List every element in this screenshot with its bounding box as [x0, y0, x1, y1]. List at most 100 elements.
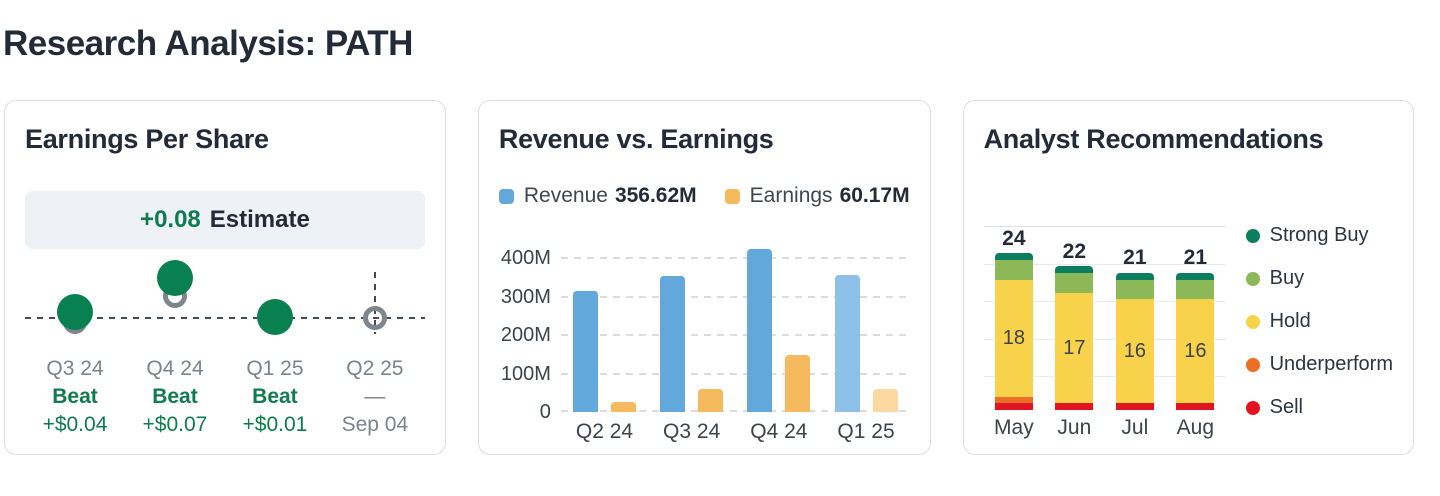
revenue-y-axis: 400M 300M 200M 100M 0 [499, 239, 561, 423]
page-title: Research Analysis: PATH [3, 24, 413, 63]
revenue-plot-row: 400M 300M 200M 100M 0 [499, 239, 910, 423]
eps-surprise-label: +$0.01 [242, 413, 308, 436]
eps-actual-dot-marker[interactable] [56, 294, 93, 330]
legend-item-strong-buy: Strong Buy [1245, 224, 1393, 246]
y-tick-label: 0 [539, 401, 551, 423]
analyst-stacked-bar[interactable]: 16 [1115, 273, 1154, 410]
x-tick-label: Q4 24 [750, 420, 808, 443]
analyst-column-aug: 21 16 [1165, 225, 1226, 410]
y-tick-label: 300M [500, 285, 551, 308]
segment-strong-buy [1176, 273, 1215, 280]
research-analysis-module: Research Analysis: PATH Earnings Per Sha… [0, 23, 1440, 455]
segment-sell [994, 403, 1033, 410]
bar-group-q1-25 [822, 239, 909, 412]
analyst-legend: Strong Buy Buy Hold Underperform Sell [1245, 224, 1393, 418]
gridline [560, 334, 910, 337]
legend-label: Sell [1269, 396, 1303, 418]
segment-hold [1115, 299, 1154, 403]
legend-item-underperform: Underperform [1245, 353, 1393, 375]
eps-estimate-baseline [25, 317, 425, 319]
segment-hold [994, 280, 1033, 397]
analyst-column-jul: 21 16 [1105, 225, 1166, 410]
strong-buy-dot-icon [1245, 228, 1260, 243]
revenue-earnings-legend: Revenue 356.62M Earnings 60.17M [498, 184, 910, 208]
eps-estimate-value: +0.08 [140, 206, 201, 233]
eps-columns: Q3 24 Beat +$0.04 Q4 24 Beat +$0.07 Q1 25 Beat +… [25, 256, 425, 438]
gridline [560, 410, 910, 412]
eps-quarter-label: Q2 25 [346, 357, 404, 380]
analyst-stacked-bar[interactable]: 16 [1176, 273, 1215, 410]
revenue-bar[interactable] [572, 291, 598, 412]
eps-card-title: Earnings Per Share [25, 124, 269, 154]
gridline [560, 372, 910, 375]
revenue-x-axis-labels: Q2 24 Q3 24 Q4 24 Q1 25 [561, 420, 910, 444]
eps-column-q1-25: Q1 25 Beat +$0.01 [225, 256, 325, 438]
eps-estimate-ring-marker[interactable] [362, 306, 387, 330]
eps-marker-zone [325, 256, 425, 348]
eps-status-label: — [364, 385, 386, 408]
eps-status-label: Beat [252, 385, 298, 408]
legend-label: Strong Buy [1269, 224, 1369, 246]
earnings-swatch [724, 188, 740, 204]
eps-surprise-label: +$0.07 [142, 413, 208, 436]
earnings-bar[interactable] [785, 355, 811, 412]
x-tick-label: Aug [1176, 416, 1215, 439]
eps-quarter-label: Q3 24 [46, 357, 104, 380]
eps-column-q4-24: Q4 24 Beat +$0.07 [125, 256, 225, 438]
gridline [983, 264, 1226, 265]
earnings-bar[interactable] [610, 402, 636, 412]
eps-quarter-label: Q4 24 [146, 357, 204, 380]
segment-buy [1115, 279, 1154, 299]
revenue-earnings-chart: 400M 300M 200M 100M 0 Q2 24 Q3 24 Q4 24 Q1 25 [499, 239, 910, 444]
legend-label: Underperform [1269, 353, 1393, 375]
earnings-legend-value: 60.17M [839, 184, 910, 207]
revenue-plot-area [560, 239, 910, 412]
eps-estimate-banner: +0.08 Estimate [25, 191, 425, 249]
eps-surprise-label: Sep 04 [341, 413, 409, 436]
revenue-bar[interactable] [660, 276, 686, 412]
analyst-stacked-bar[interactable]: 18 [994, 253, 1033, 410]
gridline [560, 295, 910, 298]
earnings-legend-label: Earnings [749, 184, 833, 207]
analyst-column-may: 24 18 [984, 225, 1045, 410]
segment-underperform [994, 396, 1033, 403]
revenue-legend-label: Revenue [523, 184, 608, 207]
earnings-bar[interactable] [698, 389, 724, 412]
revenue-swatch [498, 188, 514, 204]
segment-strong-buy [994, 253, 1033, 260]
eps-actual-dot-marker[interactable] [156, 260, 193, 296]
legend-label: Buy [1269, 267, 1305, 289]
bar-group-q4-24 [735, 239, 822, 412]
bar-group-q3-24 [648, 239, 735, 412]
revenue-earnings-card: Revenue vs. Earnings Revenue 356.62M Ear… [477, 100, 931, 455]
analyst-stacked-bar[interactable]: 17 [1055, 266, 1094, 410]
legend-item-buy: Buy [1245, 267, 1393, 289]
future-report-crosshair-line [373, 272, 376, 334]
segment-strong-buy [1115, 273, 1154, 280]
revenue-bar[interactable] [834, 275, 860, 412]
analyst-total-label: 21 [1123, 246, 1147, 269]
earnings-bar[interactable] [872, 389, 898, 412]
revenue-bar[interactable] [747, 249, 773, 412]
hold-count-label: 17 [1063, 337, 1086, 359]
analyst-total-label: 24 [1002, 227, 1026, 250]
segment-buy [1176, 279, 1215, 299]
eps-marker-zone [25, 256, 125, 348]
gridline [983, 301, 1226, 302]
eps-status-label: Beat [52, 385, 98, 408]
eps-marker-zone [125, 256, 225, 348]
segment-buy [1055, 273, 1094, 293]
analyst-card-title: Analyst Recommendations [983, 124, 1324, 154]
gridline [983, 226, 1226, 227]
eps-estimate-label: Estimate [209, 206, 310, 233]
hold-count-label: 16 [1184, 340, 1207, 362]
bar-group-q2-24 [561, 239, 648, 412]
legend-item-sell: Sell [1245, 396, 1393, 418]
analyst-recommendations-card: Analyst Recommendations 24 18 22 17 21 16 21 16… [962, 100, 1414, 455]
legend-label: Hold [1269, 310, 1311, 332]
eps-actual-dot-marker[interactable] [256, 299, 293, 335]
x-tick-label: May [994, 416, 1034, 439]
hold-count-label: 16 [1123, 340, 1146, 362]
eps-card: Earnings Per Share +0.08 Estimate Q3 24 B… [4, 100, 446, 455]
cards-row: Earnings Per Share +0.08 Estimate Q3 24 B… [0, 100, 1440, 455]
